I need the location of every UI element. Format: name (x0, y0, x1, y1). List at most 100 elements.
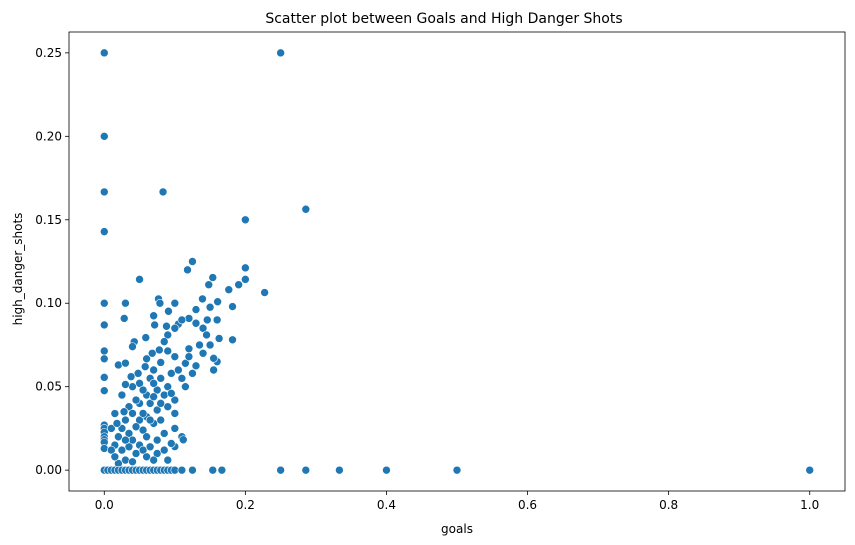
data-point (170, 298, 180, 308)
data-point (198, 348, 208, 358)
data-point (145, 415, 155, 425)
data-point (209, 354, 218, 363)
data-point (382, 465, 391, 475)
data-point (149, 311, 158, 321)
data-point (228, 302, 237, 311)
data-point (99, 227, 109, 236)
y-tick-label: 0.25 (35, 46, 62, 60)
data-point (133, 369, 143, 378)
data-point (188, 465, 197, 475)
chart-title: Scatter plot between Goals and High Dang… (265, 11, 622, 27)
data-point (188, 257, 197, 266)
data-point (301, 204, 311, 214)
data-point (121, 435, 130, 445)
y-tick-label: 0.10 (35, 296, 62, 310)
x-tick-label: 1.0 (800, 498, 819, 512)
data-point (99, 346, 109, 356)
data-point (181, 359, 190, 368)
data-point (452, 465, 462, 475)
data-point (99, 373, 109, 382)
data-point (162, 321, 171, 331)
data-point (114, 360, 123, 370)
data-point (164, 306, 173, 316)
data-point (128, 342, 137, 351)
data-point (241, 275, 250, 284)
data-point (224, 285, 234, 295)
data-point (213, 297, 222, 307)
data-point (138, 425, 148, 435)
data-point (276, 48, 285, 58)
x-axis-ticks: 0.0 0.2 0.4 0.6 0.8 1.0 (95, 491, 819, 512)
data-point (140, 362, 150, 371)
data-point (149, 379, 158, 388)
data-point (214, 334, 224, 343)
data-point (147, 348, 157, 358)
data-point (156, 374, 166, 383)
data-point (99, 386, 109, 395)
data-point (184, 314, 194, 323)
data-point (188, 369, 197, 378)
data-point (99, 354, 109, 364)
data-point (149, 392, 158, 402)
data-point (276, 465, 285, 475)
data-point (152, 435, 162, 445)
data-point (119, 407, 129, 417)
data-point (184, 352, 194, 361)
data-point (117, 390, 127, 400)
data-point (805, 465, 815, 475)
data-point (241, 215, 250, 225)
data-point (131, 422, 141, 432)
y-tick-label: 0.00 (35, 463, 62, 477)
data-point (142, 432, 151, 442)
data-point (181, 382, 190, 391)
data-point (99, 48, 109, 58)
data-point (205, 302, 215, 312)
data-point (145, 442, 155, 452)
data-point (112, 419, 122, 428)
data-point (163, 402, 173, 412)
data-point (131, 395, 141, 405)
data-point (99, 298, 109, 308)
data-point (335, 465, 344, 475)
data-point (163, 346, 173, 356)
data-point (145, 399, 155, 408)
data-point (117, 445, 127, 455)
data-point (163, 330, 173, 340)
data-point (195, 340, 204, 350)
data-point (121, 358, 130, 368)
data-point (202, 330, 211, 340)
data-point (156, 399, 166, 408)
data-point (228, 335, 237, 345)
data-point (159, 445, 169, 455)
data-point (191, 305, 201, 314)
y-axis-label: high_danger_shots (11, 213, 25, 326)
data-point (114, 432, 123, 442)
data-point (110, 409, 120, 418)
data-point (159, 337, 169, 346)
data-point (152, 449, 162, 458)
data-point (152, 405, 162, 415)
data-point (152, 385, 162, 395)
data-point (170, 352, 180, 361)
data-point (163, 382, 173, 391)
data-point (155, 298, 165, 308)
data-point (124, 442, 134, 452)
data-point (183, 265, 192, 275)
data-point (156, 415, 166, 425)
data-points (99, 48, 815, 475)
y-tick-label: 0.05 (35, 380, 62, 394)
data-point (121, 298, 130, 308)
data-point (159, 429, 169, 438)
data-point (184, 344, 194, 354)
data-point (159, 390, 169, 400)
x-tick-label: 0.6 (518, 498, 537, 512)
data-point (149, 455, 158, 465)
y-tick-label: 0.15 (35, 213, 62, 227)
data-point (150, 320, 159, 330)
data-point (107, 445, 116, 455)
data-point (166, 369, 176, 378)
x-tick-label: 0.4 (377, 498, 396, 512)
data-point (205, 340, 215, 350)
data-point (138, 445, 148, 455)
